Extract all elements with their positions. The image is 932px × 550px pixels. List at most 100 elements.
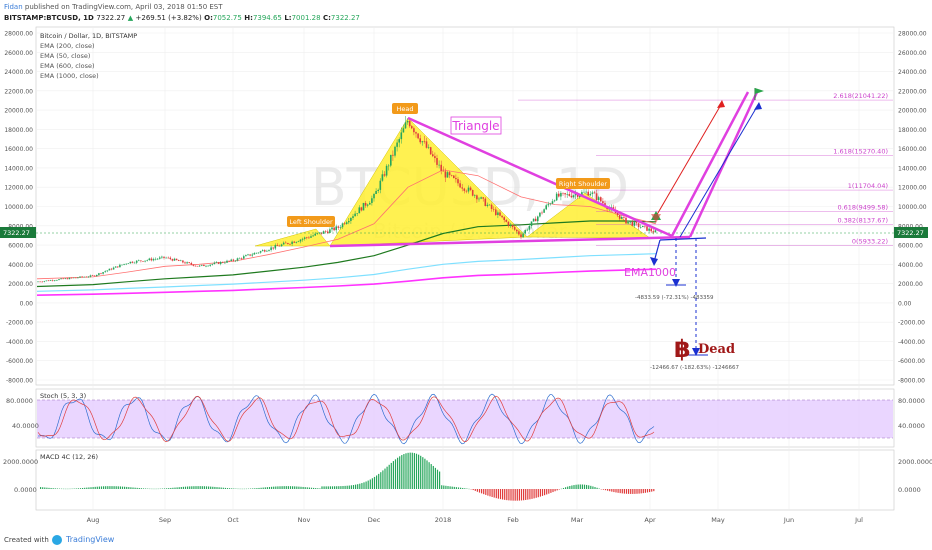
macd-title: MACD 4C (12, 26): [40, 453, 98, 461]
macd-bar: [441, 485, 443, 489]
legend-ema600[interactable]: EMA (600, close): [40, 62, 95, 70]
macd-bar: [577, 484, 579, 489]
macd-bar: [371, 478, 373, 489]
stoch-lines: [37, 393, 655, 445]
price-tick-label: 10000.00: [898, 204, 927, 211]
candle-body: [245, 255, 247, 257]
bitcoin-logo-icon: ฿: [674, 335, 691, 363]
macd-bar: [100, 486, 103, 489]
macd-bar: [82, 487, 84, 489]
macd-bar: [478, 489, 481, 493]
candle-body: [331, 227, 333, 230]
candle-body: [635, 222, 638, 224]
legend-ema50[interactable]: EMA (50, close): [40, 52, 90, 60]
candle-body: [404, 122, 407, 129]
macd-bar: [266, 487, 268, 489]
ema1000-line: [36, 268, 657, 296]
macd-histogram: [40, 452, 655, 501]
candle-body: [131, 261, 134, 263]
macd-bar: [548, 489, 550, 494]
macd-bar: [199, 486, 201, 489]
macd-bar: [424, 458, 426, 489]
macd-bar: [170, 487, 172, 489]
macd-bar: [476, 489, 478, 492]
triangle-breakout-line-a: [670, 91, 750, 237]
macd-bar: [201, 486, 203, 489]
author-link[interactable]: Fidan: [4, 3, 23, 11]
candle-body: [539, 212, 541, 217]
macd-bar: [651, 489, 653, 492]
candle-body: [306, 237, 308, 239]
macd-bar: [336, 486, 338, 489]
macd-bar: [535, 489, 537, 498]
price-tag-right-text: 7322.27: [897, 229, 924, 237]
candle-body: [383, 174, 386, 176]
candle-body: [467, 187, 470, 192]
macd-bar: [197, 486, 199, 489]
macd-bar: [214, 486, 216, 489]
price-tick-label: 8000.00: [8, 223, 33, 230]
macd-bar: [558, 489, 560, 490]
candle-body: [89, 275, 92, 277]
tradingview-link[interactable]: TradingView: [66, 535, 115, 544]
macd-bar: [428, 462, 430, 489]
price-tag-left-text: 7322.27: [3, 229, 30, 237]
candle-body: [432, 154, 434, 157]
macd-bar: [277, 486, 279, 489]
price-axis-right[interactable]: 28000.00 26000.00 24000.00 22000.00 20000.00…: [898, 31, 927, 385]
macd-bar: [338, 486, 340, 489]
macd-bar: [180, 487, 182, 489]
macd-bar: [88, 487, 90, 489]
macd-bar: [376, 475, 378, 489]
macd-bar: [394, 459, 397, 489]
legend-ema200[interactable]: EMA (200, close): [40, 42, 95, 50]
macd-bar: [205, 486, 208, 489]
candle-body: [203, 264, 205, 267]
macd-bar: [126, 486, 128, 489]
macd-bar: [418, 454, 420, 489]
fib-level-label: 0(5933.22): [852, 238, 888, 246]
candle-body: [417, 133, 419, 139]
candle-body: [488, 204, 491, 206]
macd-bar: [84, 487, 86, 489]
macd-bar: [525, 489, 527, 500]
candle-body: [465, 190, 468, 192]
candle-body: [287, 243, 289, 244]
price-tick-label: 18000.00: [898, 127, 927, 134]
candle-body: [530, 221, 533, 227]
candle-body: [285, 242, 287, 244]
macd-bar: [342, 486, 344, 489]
candle-body: [333, 227, 335, 231]
candle-body: [152, 259, 155, 261]
candle-body: [295, 241, 298, 243]
macd-bar: [315, 488, 317, 489]
candle-body: [102, 272, 104, 274]
candle-body: [133, 262, 136, 264]
low-label: L:: [284, 14, 292, 22]
legend-ema1000[interactable]: EMA (1000, close): [40, 72, 99, 80]
candle-body: [421, 141, 424, 143]
ema200-line: [36, 220, 657, 288]
candle-body: [308, 237, 310, 239]
macd-bar: [340, 486, 342, 489]
candle-body: [140, 260, 142, 262]
candle-body: [411, 126, 413, 129]
footer: Created with TradingView: [0, 530, 932, 550]
macd-bar: [344, 485, 346, 489]
candle-body: [461, 187, 463, 189]
time-tick-label: Jun: [783, 516, 794, 524]
macd-bar: [367, 480, 369, 489]
price-tick-label: 26000.00: [4, 50, 33, 57]
macd-bar: [292, 486, 294, 489]
macd-bar: [640, 489, 642, 494]
time-axis[interactable]: Aug Sep Oct Nov Dec 2018 Feb Mar Apr May Jun Jul: [87, 516, 863, 524]
macd-bar: [630, 489, 632, 494]
candle-body: [616, 213, 619, 216]
candle-body: [396, 142, 398, 147]
time-tick-label: Mar: [571, 516, 584, 524]
measure2-arrow-icon: [692, 348, 700, 356]
candle-body: [232, 259, 235, 261]
time-tick-label: Nov: [298, 516, 311, 524]
candle-body: [377, 189, 379, 191]
